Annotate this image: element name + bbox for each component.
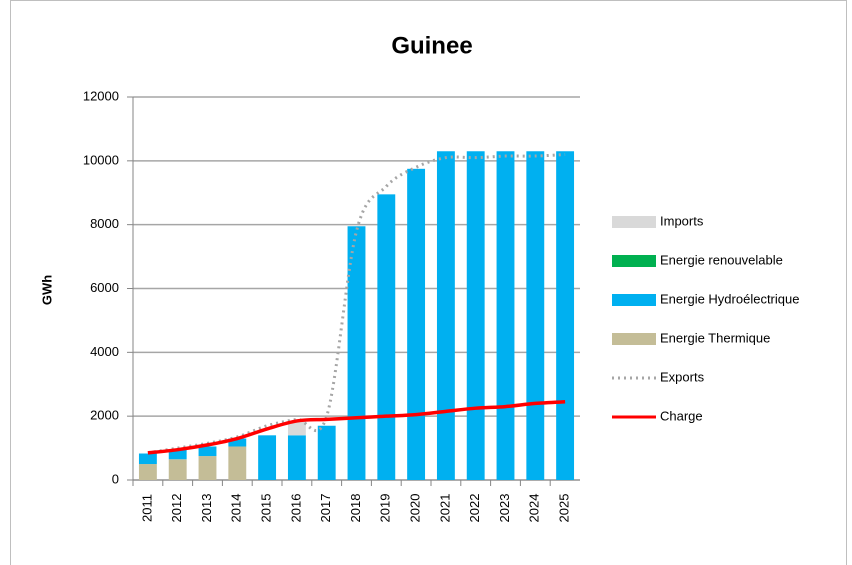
bar-segment <box>466 151 485 480</box>
x-tick-label: 2021 <box>437 494 452 523</box>
y-tick-label: 4000 <box>90 344 119 359</box>
bar-segment <box>258 435 277 480</box>
bar-segment <box>228 438 247 447</box>
x-tick-label: 2011 <box>139 494 154 522</box>
bar-segment <box>436 151 455 480</box>
series-line <box>147 400 566 455</box>
legend-label: Imports <box>660 213 704 228</box>
chart-title: Guinee <box>391 32 472 59</box>
bar-segment <box>198 456 217 480</box>
bar-segment <box>526 151 545 480</box>
bar-segment <box>496 151 515 480</box>
legend-swatch <box>612 255 656 267</box>
y-tick-label: 8000 <box>90 216 119 231</box>
x-tick-label: 2019 <box>378 494 393 523</box>
x-tick-label: 2013 <box>199 494 214 523</box>
x-tick-label: 2012 <box>169 494 184 523</box>
y-tick-label: 0 <box>112 471 119 486</box>
legend-label: Exports <box>660 369 705 384</box>
series-line <box>147 152 566 455</box>
y-tick-label: 12000 <box>83 88 119 103</box>
x-tick-label: 2020 <box>408 494 423 523</box>
legend-label: Energie renouvelable <box>660 252 783 267</box>
bar-segment <box>198 446 217 457</box>
legend-swatch <box>612 333 656 345</box>
bar-segment <box>138 464 157 480</box>
bar-segment <box>317 425 336 480</box>
y-axis-label: GWh <box>39 275 54 305</box>
x-tick-label: 2014 <box>229 494 244 523</box>
bar-segment <box>287 435 306 480</box>
legend-label: Charge <box>660 408 703 423</box>
y-tick-label: 2000 <box>90 408 119 423</box>
bar-segment <box>228 446 247 480</box>
x-tick-label: 2025 <box>557 494 572 523</box>
bar-segment <box>168 449 187 460</box>
bar-segment <box>138 453 157 465</box>
legend-swatch <box>612 294 656 306</box>
bar-segment <box>287 420 306 436</box>
x-tick-label: 2016 <box>288 494 303 523</box>
y-tick-label: 6000 <box>90 280 119 295</box>
legend-label: Energie Hydroélectrique <box>660 291 799 306</box>
legend-label: Energie Thermique <box>660 330 770 345</box>
x-tick-label: 2017 <box>318 494 333 523</box>
y-tick-label: 10000 <box>83 152 119 167</box>
x-tick-label: 2022 <box>467 494 482 523</box>
x-tick-label: 2024 <box>527 494 542 523</box>
bar-segment <box>407 168 426 480</box>
bar-segment <box>556 151 575 480</box>
bar-segment <box>168 459 187 480</box>
x-tick-label: 2015 <box>259 494 274 523</box>
x-tick-label: 2023 <box>497 494 512 523</box>
bar-segment <box>377 194 396 481</box>
x-tick-label: 2018 <box>348 494 363 523</box>
legend-swatch <box>612 216 656 228</box>
